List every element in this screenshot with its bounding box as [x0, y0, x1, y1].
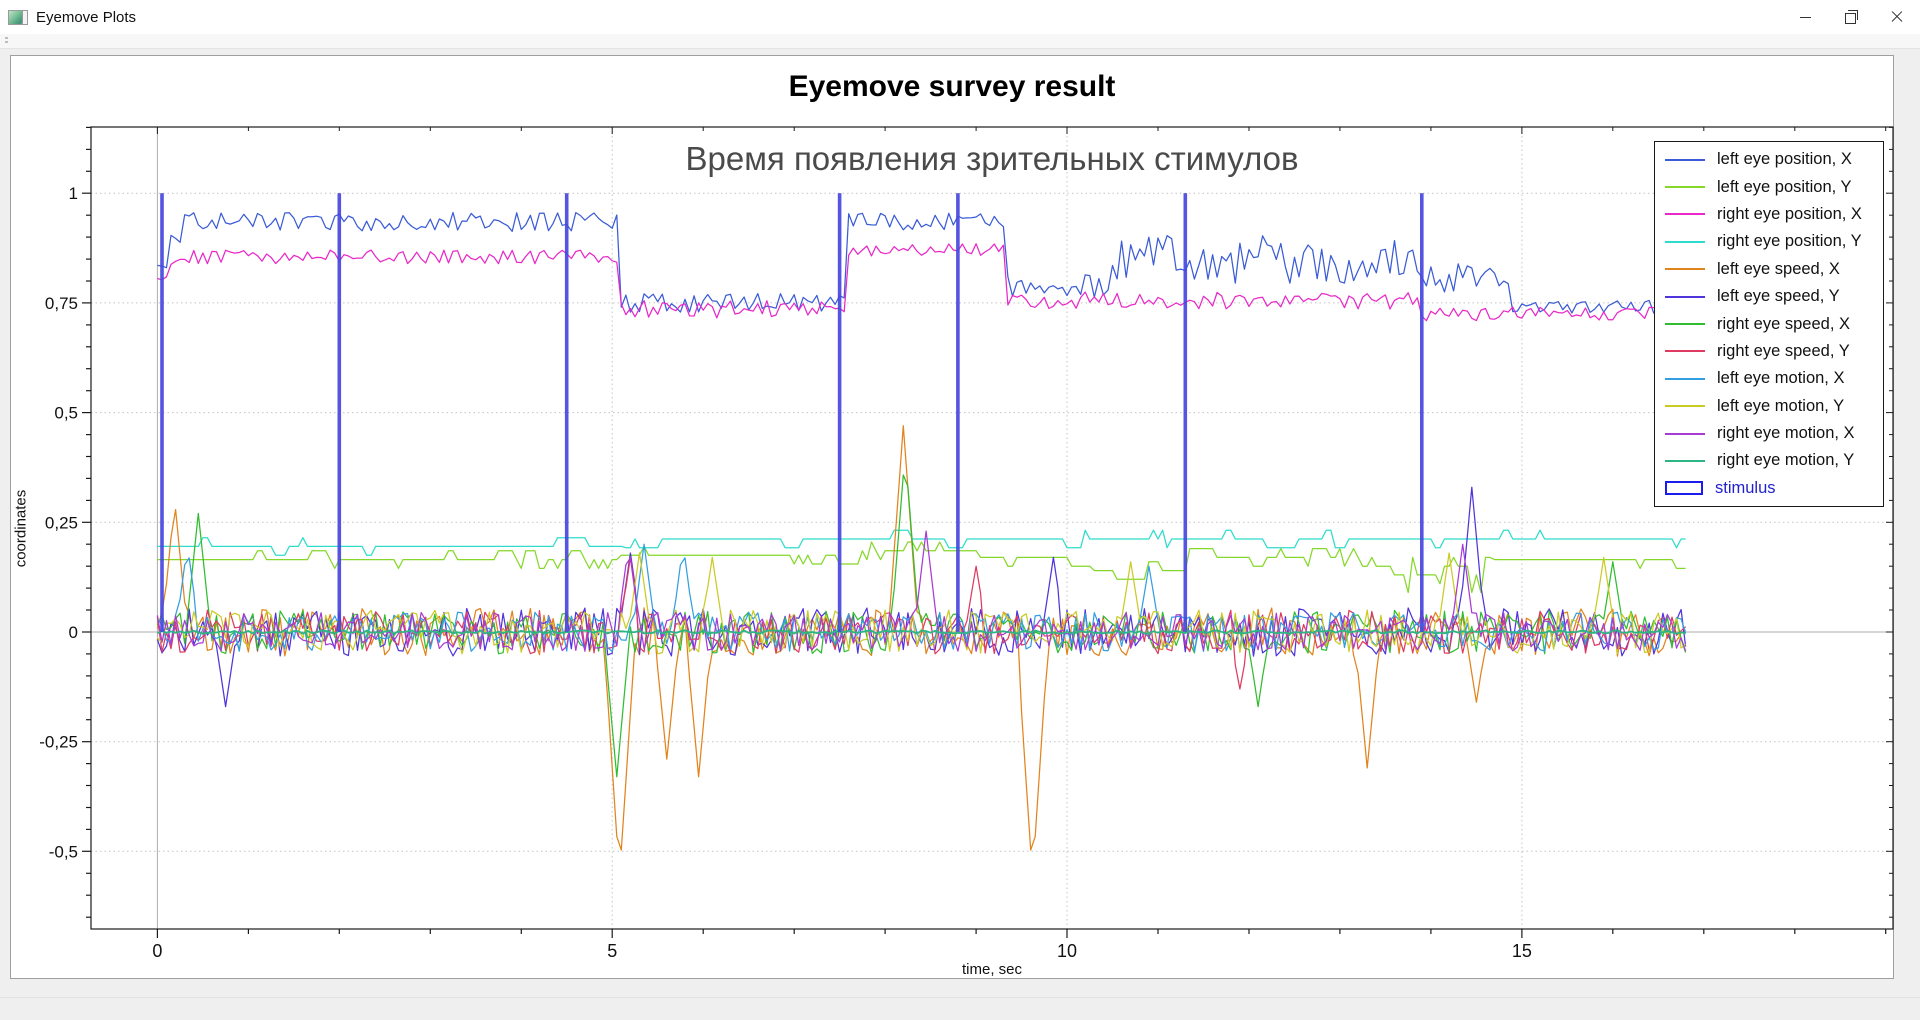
legend-box: left eye position, X left eye position, Y…	[1654, 141, 1884, 507]
stimulus-marker	[160, 193, 164, 632]
toolbar-strip	[0, 34, 1920, 49]
legend-label: left eye position, X	[1717, 150, 1852, 169]
toolbar-gripper[interactable]	[5, 37, 8, 45]
legend-item-left-eye-position-x: left eye position, X	[1665, 146, 1883, 173]
legend-item-right-eye-motion-y: right eye motion, Y	[1665, 447, 1883, 474]
close-button[interactable]	[1874, 0, 1920, 34]
x-axis-label: time, sec	[961, 961, 1022, 978]
legend-label: right eye position, Y	[1717, 232, 1862, 251]
x-tick-label: 5	[607, 941, 617, 961]
close-icon	[1891, 11, 1903, 23]
series-line-left-eye-position-y	[157, 541, 1686, 594]
series-line-left-eye-speed-x	[156, 425, 1686, 851]
stimulus-marker	[1183, 193, 1188, 632]
legend-item-left-eye-motion-y: left eye motion, Y	[1665, 393, 1883, 420]
series-line-right-eye-position-x	[157, 243, 1686, 322]
stimulus-marker	[837, 193, 842, 632]
plot-panel: Eyemove survey result 1 0,75 0,5 0,25 0 -0,25…	[10, 55, 1894, 979]
legend-label: left eye speed, Y	[1717, 287, 1840, 306]
series-line-right-eye-motion-y	[156, 629, 1686, 635]
legend-label: right eye speed, X	[1717, 314, 1850, 333]
plot-border	[90, 126, 1894, 930]
window-bottom-divider	[0, 997, 1920, 998]
legend-label: right eye speed, Y	[1717, 341, 1850, 360]
chart-canvas: 1 0,75 0,5 0,25 0 -0,25 -0,5 0 5 10 15	[39, 126, 1894, 961]
legend-swatch	[1665, 377, 1705, 380]
legend-swatch	[1665, 323, 1705, 326]
y-axis-label: coordinates	[12, 489, 30, 568]
legend-label: right eye position, X	[1717, 204, 1862, 223]
legend-swatch	[1665, 432, 1705, 435]
legend-swatch	[1665, 459, 1705, 462]
minimize-icon	[1799, 16, 1811, 18]
legend-item-left-eye-speed-x: left eye speed, X	[1665, 256, 1883, 283]
restore-icon	[1844, 9, 1858, 24]
legend-swatch	[1665, 405, 1705, 408]
series-line-right-eye-motion-x	[156, 530, 1687, 652]
legend-item-right-eye-speed-y: right eye speed, Y	[1665, 338, 1883, 365]
window-title: Eyemove Plots	[36, 8, 137, 26]
y-tick-label: 1	[69, 184, 78, 203]
series-line-right-eye-speed-y	[156, 556, 1687, 690]
legend-label: left eye motion, Y	[1717, 396, 1845, 415]
stimulus-marker	[337, 193, 342, 632]
legend-label: left eye motion, X	[1717, 369, 1845, 388]
series-line-left-eye-motion-y	[156, 552, 1686, 655]
legend-item-left-eye-motion-x: left eye motion, X	[1665, 365, 1883, 392]
stimulus-marker	[564, 193, 569, 632]
legend-swatch	[1665, 240, 1705, 243]
legend-item-stimulus: stimulus	[1665, 475, 1883, 502]
legend-item-left-eye-speed-y: left eye speed, Y	[1665, 283, 1883, 310]
stimulus-swatch-icon	[1665, 481, 1703, 496]
x-tick-label: 10	[1057, 941, 1077, 961]
y-tick-label: 0,25	[45, 513, 78, 532]
title-bar[interactable]: Eyemove Plots	[0, 0, 1920, 34]
stimulus-marker	[1420, 193, 1424, 632]
legend-item-right-eye-speed-x: right eye speed, X	[1665, 310, 1883, 337]
stimulus-marker	[956, 193, 960, 632]
legend-label: stimulus	[1715, 478, 1776, 497]
x-tick-label: 0	[152, 941, 162, 961]
series-line-left-eye-position-x	[157, 211, 1686, 315]
legend-label: right eye motion, Y	[1717, 451, 1855, 470]
legend-label: left eye speed, X	[1717, 259, 1840, 278]
legend-swatch	[1665, 186, 1705, 189]
y-tick-label: -0,25	[39, 733, 78, 752]
restore-button[interactable]	[1828, 0, 1874, 34]
legend-label: right eye motion, X	[1717, 424, 1855, 443]
legend-item-left-eye-position-y: left eye position, Y	[1665, 173, 1883, 200]
legend-item-right-eye-position-y: right eye position, Y	[1665, 228, 1883, 255]
app-icon	[8, 9, 28, 25]
x-tick-label: 15	[1512, 941, 1532, 961]
page-title: Eyemove survey result	[788, 70, 1116, 103]
series-line-right-eye-position-y	[157, 529, 1686, 556]
legend-swatch	[1665, 213, 1705, 216]
legend-swatch	[1665, 350, 1705, 353]
legend-label: left eye position, Y	[1717, 177, 1852, 196]
legend-swatch	[1665, 268, 1705, 271]
y-tick-label: 0,75	[45, 294, 78, 313]
minimize-button[interactable]	[1782, 0, 1828, 34]
legend-item-right-eye-position-x: right eye position, X	[1665, 201, 1883, 228]
y-tick-label: -0,5	[49, 842, 78, 861]
series-line-left-eye-speed-y	[156, 486, 1687, 708]
y-tick-label: 0,5	[54, 404, 78, 423]
legend-swatch	[1665, 158, 1705, 161]
legend-swatch	[1665, 295, 1705, 298]
y-tick-label: 0	[69, 623, 78, 642]
legend-item-right-eye-motion-x: right eye motion, X	[1665, 420, 1883, 447]
